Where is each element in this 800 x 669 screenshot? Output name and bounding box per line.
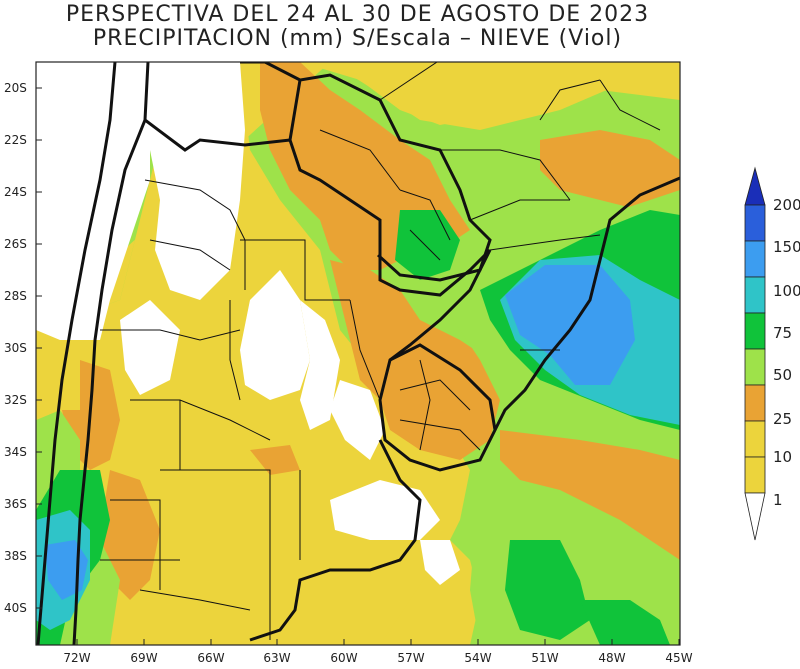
- lon-tick-label: 72W: [63, 651, 90, 665]
- legend-no-rain-arrow: [744, 492, 766, 541]
- lon-tick-label: 69W: [130, 651, 157, 665]
- lat-tick-label: 36S: [4, 497, 27, 511]
- legend-swatch-1: [744, 456, 766, 494]
- map-frame: [35, 61, 681, 646]
- lat-tick-label: 34S: [4, 445, 27, 459]
- lat-tick-label: 28S: [4, 289, 27, 303]
- lat-tick-label: 22S: [4, 133, 27, 147]
- country-borders: [36, 62, 680, 645]
- lon-tick-label: 45W: [665, 651, 692, 665]
- legend-swatch-10: [744, 420, 766, 458]
- lon-tick-label: 66W: [197, 651, 224, 665]
- precipitation-field: [36, 62, 680, 645]
- color-legend: 200 150 100 75 50 25 10 1: [744, 166, 800, 541]
- legend-label: 100: [773, 282, 800, 300]
- lon-tick-label: 54W: [464, 651, 491, 665]
- lon-tick-label: 51W: [531, 651, 558, 665]
- legend-label: 10: [773, 448, 792, 466]
- legend-label: 150: [773, 238, 800, 256]
- legend-swatch-200: [744, 204, 766, 242]
- lat-tick-label: 26S: [4, 237, 27, 251]
- lat-tick-label: 40S: [4, 601, 27, 615]
- lat-tick-label: 30S: [4, 341, 27, 355]
- legend-label: 50: [773, 366, 792, 384]
- legend-label: 25: [773, 410, 792, 428]
- legend-swatch-25: [744, 384, 766, 422]
- lat-tick-label: 32S: [4, 393, 27, 407]
- lat-tick-label: 24S: [4, 185, 27, 199]
- latitude-axis: 20S 22S 24S 26S 28S 30S 32S 34S 36S 38S 40S: [4, 81, 42, 615]
- lat-tick-label: 20S: [4, 81, 27, 95]
- longitude-axis: 72W 69W 66W 63W 60W 57W 54W 51W 48W 45W: [63, 639, 693, 665]
- map-subtitle: PRECIPITACION (mm) S/Escala – NIEVE (Vio…: [92, 26, 623, 51]
- lon-tick-label: 48W: [598, 651, 625, 665]
- legend-swatch-100: [744, 276, 766, 314]
- legend-swatch-50: [744, 348, 766, 386]
- legend-swatch-150: [744, 240, 766, 278]
- legend-snow-arrow: [744, 166, 766, 206]
- lat-tick-label: 38S: [4, 549, 27, 563]
- lon-tick-label: 63W: [263, 651, 290, 665]
- lon-tick-label: 57W: [397, 651, 424, 665]
- map-title: PERSPECTIVA DEL 24 AL 30 DE AGOSTO DE 20…: [65, 2, 650, 27]
- legend-swatch-75: [744, 312, 766, 350]
- legend-label: 200: [773, 196, 800, 214]
- lon-tick-label: 60W: [330, 651, 357, 665]
- legend-label: 75: [773, 324, 792, 342]
- legend-label: 1: [773, 491, 783, 509]
